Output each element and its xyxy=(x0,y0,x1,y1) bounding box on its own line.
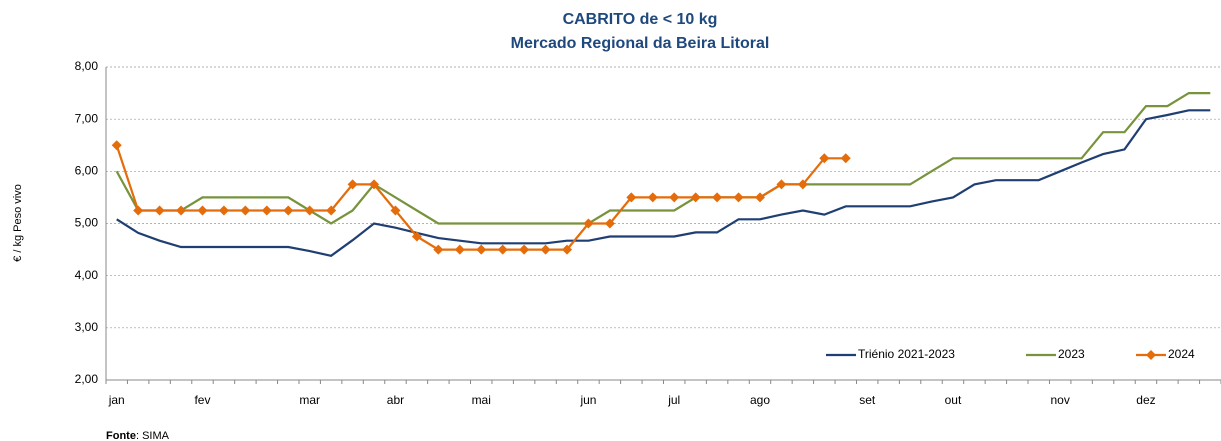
marker xyxy=(604,218,615,229)
marker xyxy=(797,179,808,190)
x-tick-label: dez xyxy=(1136,393,1155,407)
legend-marker xyxy=(1146,350,1156,360)
marker xyxy=(690,192,701,203)
y-tick-label: 8,00 xyxy=(75,59,99,73)
series-line xyxy=(115,92,1211,225)
x-tick-label: jan xyxy=(108,393,125,407)
x-tick-label: jul xyxy=(667,393,680,407)
marker xyxy=(840,153,851,164)
marker xyxy=(733,192,744,203)
marker xyxy=(304,205,315,216)
x-tick-label: abr xyxy=(387,393,404,407)
marker xyxy=(261,205,272,216)
marker xyxy=(497,244,508,255)
marker xyxy=(776,179,787,190)
marker xyxy=(819,153,830,164)
marker xyxy=(583,218,594,229)
marker xyxy=(433,244,444,255)
marker xyxy=(476,244,487,255)
legend-label: Triénio 2021-2023 xyxy=(858,347,955,361)
y-tick-label: 5,00 xyxy=(75,216,99,230)
x-tick-label: fev xyxy=(194,393,210,407)
marker xyxy=(712,192,723,203)
marker xyxy=(540,244,551,255)
marker xyxy=(240,205,251,216)
x-tick-label: jun xyxy=(579,393,596,407)
marker xyxy=(411,231,422,242)
marker xyxy=(218,205,229,216)
x-tick-label: set xyxy=(859,393,876,407)
marker xyxy=(647,192,658,203)
marker xyxy=(454,244,465,255)
marker xyxy=(562,244,573,255)
marker xyxy=(154,205,165,216)
source-label: Fonte xyxy=(106,430,136,441)
y-tick-label: 2,00 xyxy=(75,372,99,386)
x-tick-label: ago xyxy=(750,393,770,407)
source-text: : SIMA xyxy=(136,430,170,441)
x-tick-label: nov xyxy=(1051,393,1070,407)
x-tick-label: mai xyxy=(472,393,491,407)
chart-subtitle: Mercado Regional da Beira Litoral xyxy=(511,35,770,52)
marker xyxy=(754,192,765,203)
legend-label: 2023 xyxy=(1058,347,1085,361)
y-tick-label: 7,00 xyxy=(75,111,99,125)
marker xyxy=(133,205,144,216)
legend-label: 2024 xyxy=(1168,347,1195,361)
marker xyxy=(369,179,380,190)
series-line xyxy=(116,109,1211,257)
marker xyxy=(283,205,294,216)
chart-title: CABRITO de < 10 kg xyxy=(563,11,718,28)
x-tick-label: mar xyxy=(299,393,320,407)
marker xyxy=(626,192,637,203)
marker xyxy=(519,244,530,255)
marker xyxy=(197,205,208,216)
marker xyxy=(669,192,680,203)
y-tick-label: 3,00 xyxy=(75,320,99,334)
marker xyxy=(347,179,358,190)
y-axis-label: € / kg Peso vivo xyxy=(12,184,24,262)
y-tick-label: 6,00 xyxy=(75,164,99,178)
marker xyxy=(326,205,337,216)
marker xyxy=(390,205,401,216)
source: Fonte: SIMA xyxy=(106,430,170,441)
y-tick-label: 4,00 xyxy=(75,268,99,282)
marker xyxy=(176,205,187,216)
x-tick-label: out xyxy=(945,393,962,407)
marker xyxy=(111,140,122,151)
